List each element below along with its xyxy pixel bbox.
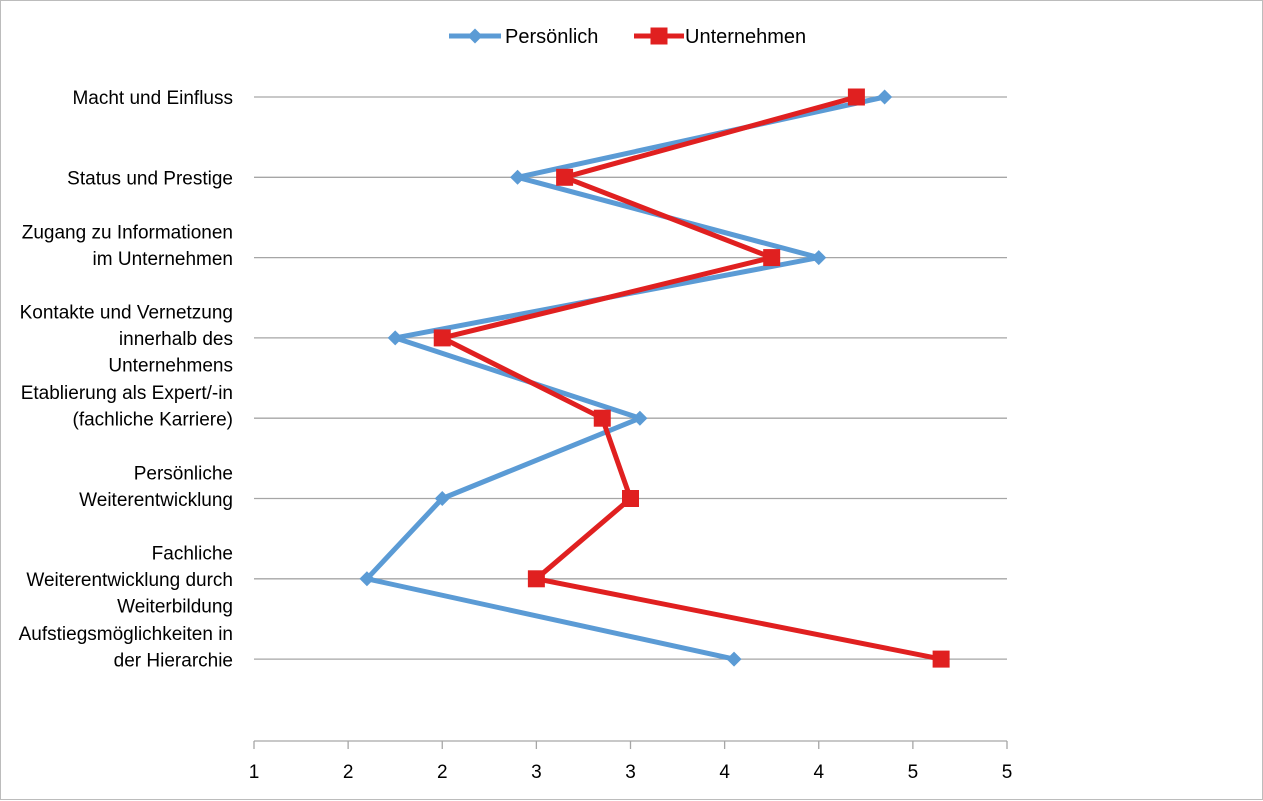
series-line (439, 94, 944, 662)
data-point-diamond (467, 28, 483, 44)
x-tick-label: 4 (719, 762, 730, 783)
category-label: Aufstiegsmöglichkeiten in (19, 624, 233, 645)
data-point-square (433, 329, 451, 347)
legend-item-1: Persönlich (449, 26, 598, 48)
category-label: Macht und Einfluss (72, 88, 233, 109)
x-tick-label: 4 (813, 762, 824, 783)
x-tick-label: 1 (249, 762, 260, 783)
legend-label: Persönlich (505, 26, 598, 48)
x-tick-label: 3 (625, 762, 636, 783)
x-tick-label: 5 (1002, 762, 1013, 783)
series-2 (433, 88, 950, 668)
data-point-square (763, 249, 781, 267)
category-label: Unternehmens (108, 355, 233, 376)
x-tick-label: 3 (531, 762, 542, 783)
data-point-square (932, 650, 950, 668)
category-label: Weiterentwicklung durch (26, 570, 233, 591)
data-point-diamond (359, 571, 375, 587)
series-layer (359, 88, 950, 668)
x-tick-label: 2 (437, 762, 448, 783)
data-point-diamond (387, 330, 403, 346)
category-label: Zugang zu Informationen (22, 222, 233, 243)
data-point-diamond (811, 250, 827, 266)
data-point-square (527, 570, 545, 588)
data-point-square (847, 88, 865, 106)
category-label: Persönliche (134, 463, 233, 484)
data-point-diamond (434, 491, 450, 506)
x-tick-label: 2 (343, 762, 354, 783)
data-point-square (556, 168, 574, 186)
category-label: Status und Prestige (67, 168, 233, 189)
category-label: im Unternehmen (93, 249, 233, 270)
data-point-diamond (510, 169, 526, 185)
x-axis: 1 2 2 3 3 4 4 5 5 (249, 740, 1013, 783)
data-point-diamond (726, 651, 742, 667)
series-line (364, 94, 888, 662)
data-point-square (622, 490, 639, 507)
legend-item-2: Unternehmen (634, 26, 806, 48)
series-1 (359, 89, 893, 667)
data-point-diamond (632, 410, 648, 426)
category-label: Etablierung als Expert/-in (21, 383, 233, 404)
category-label: Kontakte und Vernetzung (20, 302, 233, 323)
category-label: der Hierarchie (114, 650, 233, 671)
x-tick-label: 5 (908, 762, 919, 783)
data-point-square (593, 409, 611, 427)
category-label: (fachliche Karriere) (73, 409, 234, 430)
category-label: innerhalb des (119, 329, 233, 350)
legend-label: Unternehmen (685, 26, 806, 48)
category-labels: Macht und Einfluss Status und Prestige Zug… (19, 88, 233, 671)
data-point-diamond (877, 89, 893, 105)
category-label: Weiterentwicklung (79, 490, 233, 511)
category-label: Weiterbildung (117, 596, 233, 617)
data-point-square (650, 27, 668, 45)
legend: Persönlich Unternehmen (449, 26, 806, 48)
category-label: Fachliche (152, 543, 233, 564)
